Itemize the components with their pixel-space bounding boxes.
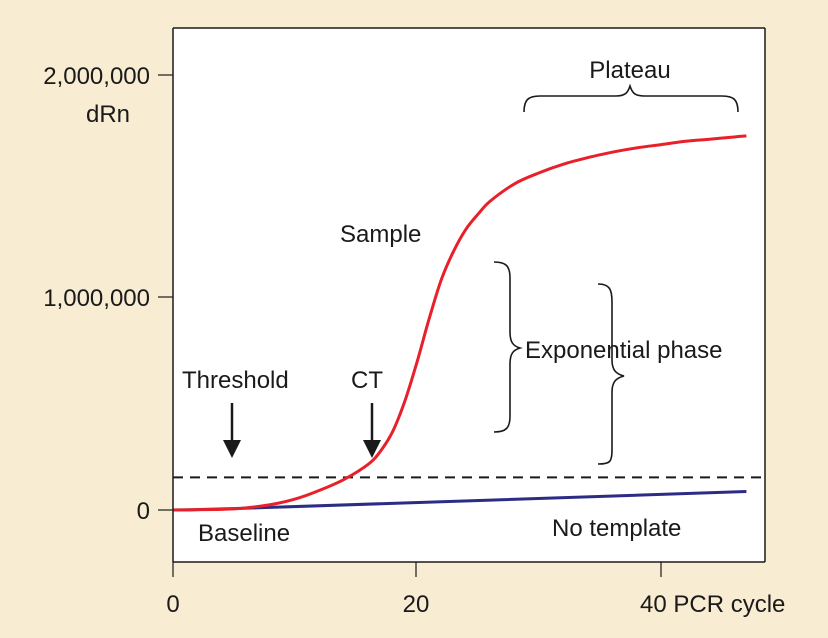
sample-label: Sample: [340, 221, 421, 248]
exponential-phase-label: Exponential phase: [525, 337, 722, 364]
baseline-label: Baseline: [198, 520, 290, 547]
y-tick-label-0: 0: [137, 498, 150, 525]
x-axis-label: 40 PCR cycle: [640, 591, 785, 618]
threshold-label: Threshold: [182, 367, 289, 394]
y-tick-label-2000000: 2,000,000: [43, 63, 150, 90]
plateau-brace: [523, 83, 739, 113]
plateau-label: Plateau: [589, 57, 670, 84]
series-sample-line: [172, 134, 747, 512]
exponential-brace-right: [597, 283, 625, 465]
exponential-brace-left: [493, 261, 523, 433]
plot-area: [173, 28, 765, 562]
ct-arrow-head: [363, 440, 381, 458]
threshold-arrow-head: [223, 440, 241, 458]
x-tick-label-20: 20: [403, 591, 430, 618]
y-axis-label: dRn: [86, 101, 130, 128]
ct-label: CT: [351, 367, 383, 394]
y-tick-label-1000000: 1,000,000: [43, 285, 150, 312]
no-template-label: No template: [552, 515, 681, 542]
x-tick-label-0: 0: [166, 591, 179, 618]
